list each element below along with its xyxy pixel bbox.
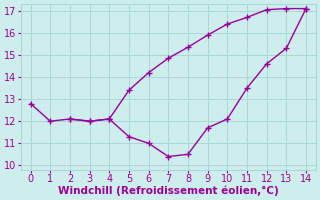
X-axis label: Windchill (Refroidissement éolien,°C): Windchill (Refroidissement éolien,°C) [58, 185, 279, 196]
